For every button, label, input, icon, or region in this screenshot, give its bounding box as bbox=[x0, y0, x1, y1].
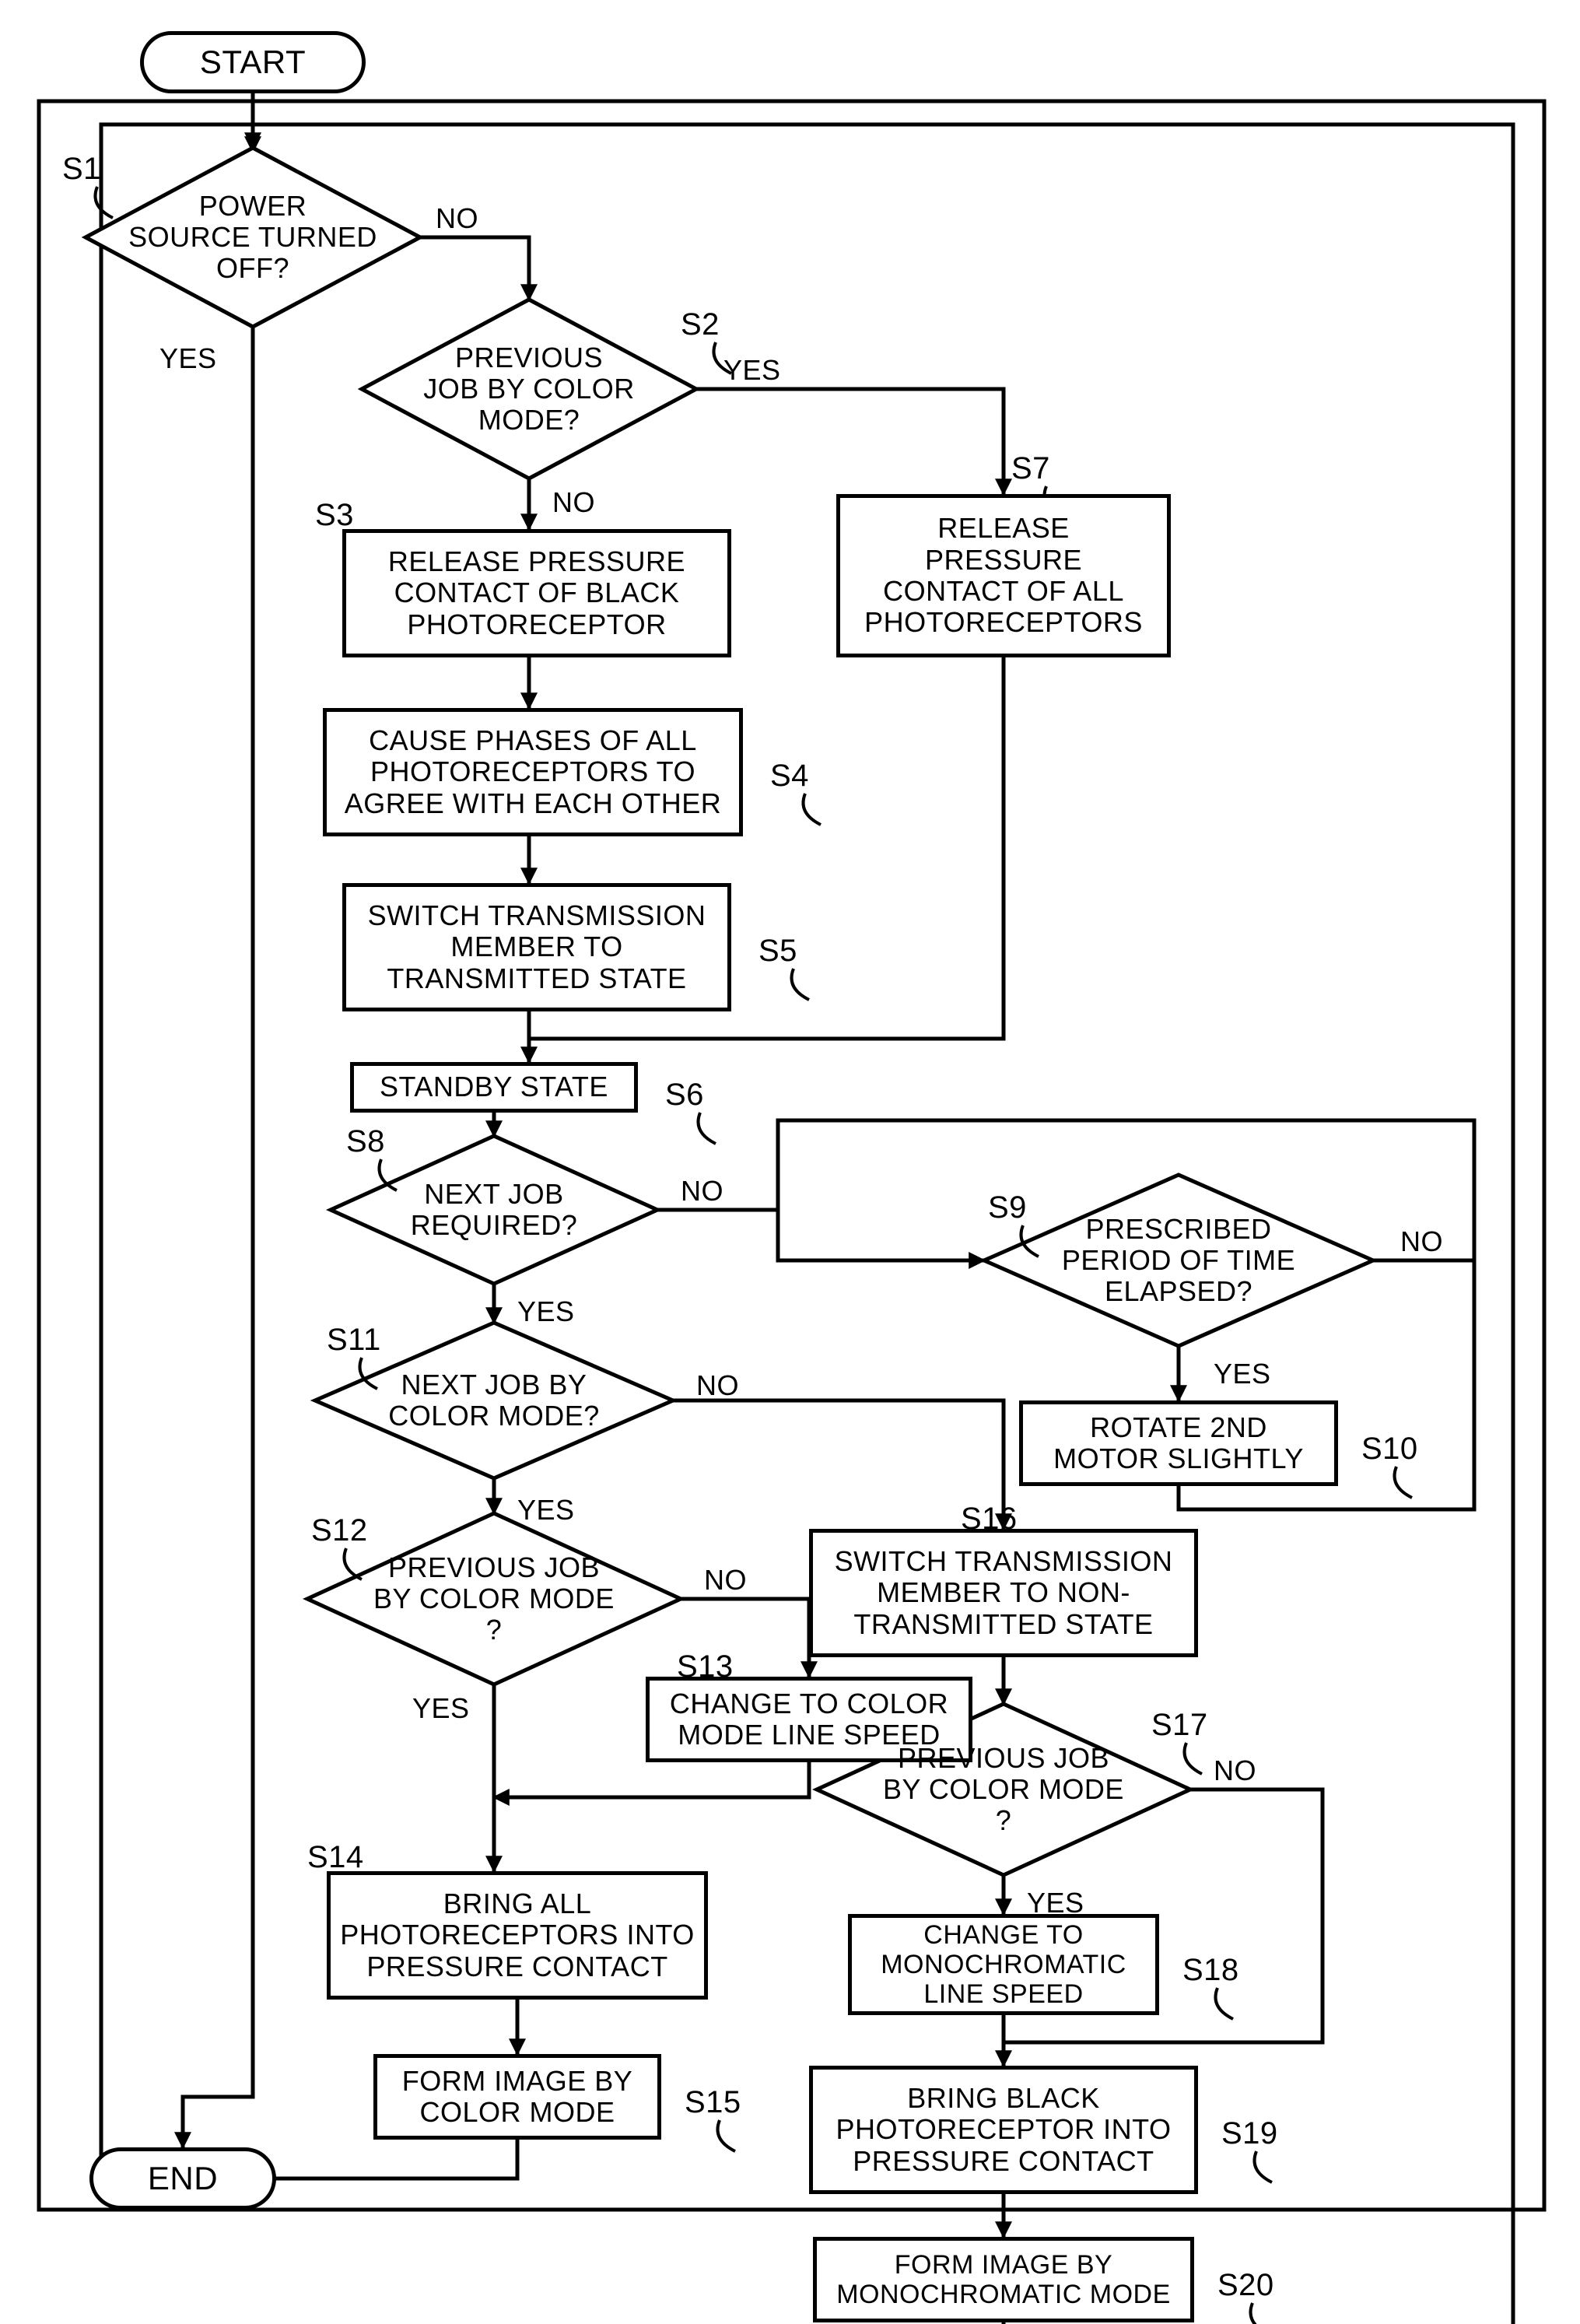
step-tag-p15: S15 bbox=[685, 2085, 741, 2120]
step-tag-p20: S20 bbox=[1217, 2268, 1274, 2303]
edge-e_d11_no bbox=[673, 1400, 1004, 1529]
process-p5: SWITCH TRANSMISSIONMEMBER TOTRANSMITTED … bbox=[342, 883, 731, 1011]
step-tag-p6: S6 bbox=[665, 1078, 704, 1113]
decision-label-d9: PRESCRIBEDPERIOD OF TIMEELAPSED? bbox=[984, 1175, 1373, 1346]
no-label-d17: NO bbox=[1214, 1754, 1256, 1787]
process-p7: RELEASEPRESSURECONTACT OF ALLPHOTORECEPT… bbox=[836, 494, 1171, 657]
tag-hook-p10 bbox=[1395, 1467, 1413, 1498]
outer-frame bbox=[39, 101, 1544, 2210]
yes-label-d2: YES bbox=[723, 354, 781, 387]
decision-label-d17: PREVIOUS JOBBY COLOR MODE? bbox=[817, 1704, 1190, 1875]
process-p14: BRING ALLPHOTORECEPTORS INTOPRESSURE CON… bbox=[327, 1871, 708, 2000]
decision-label-d2: PREVIOUSJOB BY COLORMODE? bbox=[362, 300, 696, 478]
tag-hook-p18 bbox=[1216, 1988, 1234, 2019]
tag-hook-p19 bbox=[1255, 2151, 1273, 2182]
process-p10: ROTATE 2NDMOTOR SLIGHTLY bbox=[1019, 1400, 1338, 1486]
process-p20: FORM IMAGE BYMONOCHROMATIC MODE bbox=[813, 2237, 1194, 2322]
edge-e_d1_no bbox=[420, 237, 529, 300]
edge-e_d1_yes bbox=[183, 327, 253, 2147]
process-p15: FORM IMAGE BYCOLOR MODE bbox=[373, 2054, 661, 2140]
process-p18: CHANGE TOMONOCHROMATICLINE SPEED bbox=[848, 1914, 1159, 2015]
process-p4: CAUSE PHASES OF ALLPHOTORECEPTORS TOAGRE… bbox=[323, 708, 743, 836]
step-tag-p13: S13 bbox=[677, 1649, 734, 1684]
terminator-start: START bbox=[140, 31, 366, 93]
process-p16: SWITCH TRANSMISSIONMEMBER TO NON-TRANSMI… bbox=[809, 1529, 1198, 1657]
no-label-d11: NO bbox=[696, 1369, 739, 1402]
process-p19: BRING BLACKPHOTORECEPTOR INTOPRESSURE CO… bbox=[809, 2066, 1198, 2194]
yes-label-d9: YES bbox=[1214, 1358, 1271, 1390]
step-tag-d12: S12 bbox=[311, 1513, 368, 1548]
step-tag-d9: S9 bbox=[988, 1190, 1027, 1225]
no-label-d1: NO bbox=[436, 202, 478, 235]
no-label-d12: NO bbox=[704, 1564, 747, 1597]
step-tag-d8: S8 bbox=[346, 1124, 385, 1159]
no-label-d8: NO bbox=[681, 1175, 723, 1208]
flowchart-viewport: STARTENDPOWERSOURCE TURNEDOFF?S1YESNOPRE… bbox=[0, 0, 1580, 2324]
edge-e_p13_merge bbox=[494, 1762, 809, 1797]
step-tag-p5: S5 bbox=[758, 934, 797, 969]
step-tag-d11: S11 bbox=[327, 1323, 381, 1358]
process-p3: RELEASE PRESSURECONTACT OF BLACKPHOTOREC… bbox=[342, 529, 731, 657]
step-tag-p19: S19 bbox=[1221, 2116, 1278, 2151]
tag-hook-p15 bbox=[718, 2120, 736, 2151]
step-tag-p18: S18 bbox=[1182, 1953, 1239, 1988]
step-tag-d1: S1 bbox=[62, 152, 101, 187]
no-label-d9: NO bbox=[1400, 1225, 1443, 1258]
step-tag-p3: S3 bbox=[315, 498, 354, 533]
step-tag-p10: S10 bbox=[1361, 1432, 1418, 1467]
flowchart-svg bbox=[0, 0, 1580, 2324]
step-tag-p16: S16 bbox=[961, 1502, 1018, 1537]
tag-hook-p6 bbox=[699, 1113, 716, 1144]
step-tag-p4: S4 bbox=[770, 759, 809, 794]
tag-hook-p5 bbox=[792, 969, 810, 1000]
yes-label-d1: YES bbox=[159, 342, 217, 375]
tag-hook-p4 bbox=[804, 794, 822, 825]
tag-hook-p20 bbox=[1251, 2303, 1269, 2324]
edge-e_d2_yes bbox=[696, 389, 1004, 494]
step-tag-d17: S17 bbox=[1151, 1708, 1208, 1743]
terminator-end: END bbox=[89, 2147, 276, 2210]
step-tag-p7: S7 bbox=[1011, 451, 1050, 486]
step-tag-d2: S2 bbox=[681, 307, 720, 342]
edge-e_d8_no bbox=[657, 1210, 984, 1260]
yes-label-d12: YES bbox=[412, 1692, 470, 1725]
step-tag-p14: S14 bbox=[307, 1840, 364, 1875]
no-label-d2: NO bbox=[552, 486, 595, 519]
process-p6: STANDBY STATE bbox=[350, 1062, 638, 1113]
